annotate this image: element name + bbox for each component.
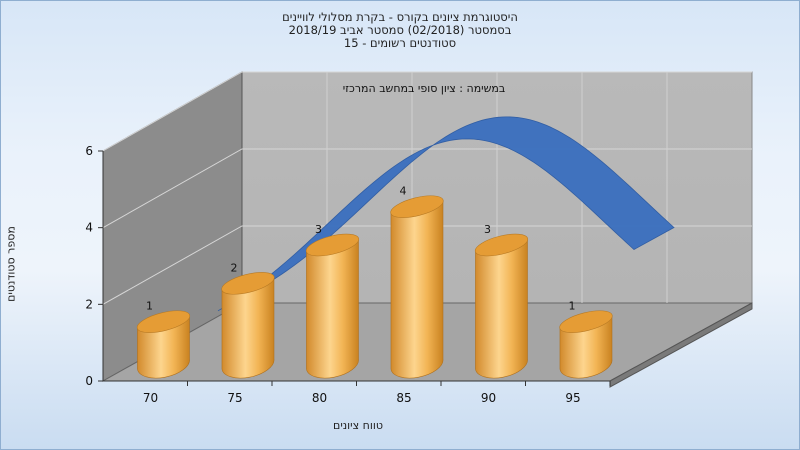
bar-body <box>221 277 275 379</box>
chart-axes: 0 2 4 6 70 75 80 85 90 95 <box>85 144 611 405</box>
chart-title: היסטוגרמת ציונים בקורס - בקרת מסלולי לוו… <box>0 11 800 50</box>
bar: 1 <box>136 300 191 379</box>
y-tick-label: 0 <box>85 374 93 388</box>
bar-body <box>306 239 359 379</box>
distribution-curve <box>217 116 675 312</box>
y-axis-label: מספר סטודנטים <box>4 226 18 302</box>
chart-curve <box>217 116 675 312</box>
bar-value-label: 2 <box>230 261 237 274</box>
bar-top <box>559 310 613 333</box>
bar-value-label: 3 <box>315 223 322 236</box>
bar-top <box>390 195 444 218</box>
y-tick-label: 2 <box>85 297 93 311</box>
bar-top <box>474 233 529 257</box>
title-line-2: בסמסטר (02/2018) סמסטר אביב 2018/19 <box>288 23 512 37</box>
bar-value-label: 4 <box>399 185 406 198</box>
x-tick-label: 75 <box>227 391 242 405</box>
chart-subtitle: במשימה : ציון סופי במחשב המרכזי <box>343 82 506 95</box>
bar-top <box>136 310 191 333</box>
y-tick-label: 6 <box>85 144 93 158</box>
bar-value-label: 3 <box>484 223 491 236</box>
title-line-3: סטודנטים רשומים - 15 <box>343 36 457 50</box>
x-tick-label: 80 <box>312 391 327 405</box>
bar-top <box>221 272 275 295</box>
title-line-1: היסטוגרמת ציונים בקורס - בקרת מסלולי לוו… <box>282 10 518 24</box>
x-tick-label: 95 <box>565 391 580 405</box>
bar-body <box>475 239 528 379</box>
x-tick-label: 90 <box>481 391 496 405</box>
x-tick-label: 85 <box>396 391 411 405</box>
bar: 2 <box>221 261 275 379</box>
bar: 4 <box>390 185 444 379</box>
bar-top <box>305 233 360 257</box>
bar: 3 <box>474 223 529 379</box>
x-axis-label: טווח ציונים <box>333 419 383 432</box>
chart-bars: 1 2 3 4 3 1 <box>136 185 613 379</box>
bar: 1 <box>559 300 613 379</box>
y-tick-label: 4 <box>85 221 93 235</box>
x-tick-label: 70 <box>143 391 158 405</box>
bar-value-label: 1 <box>146 300 153 313</box>
bar-value-label: 1 <box>568 300 575 313</box>
bar-body <box>390 201 444 379</box>
bar: 3 <box>305 223 360 379</box>
